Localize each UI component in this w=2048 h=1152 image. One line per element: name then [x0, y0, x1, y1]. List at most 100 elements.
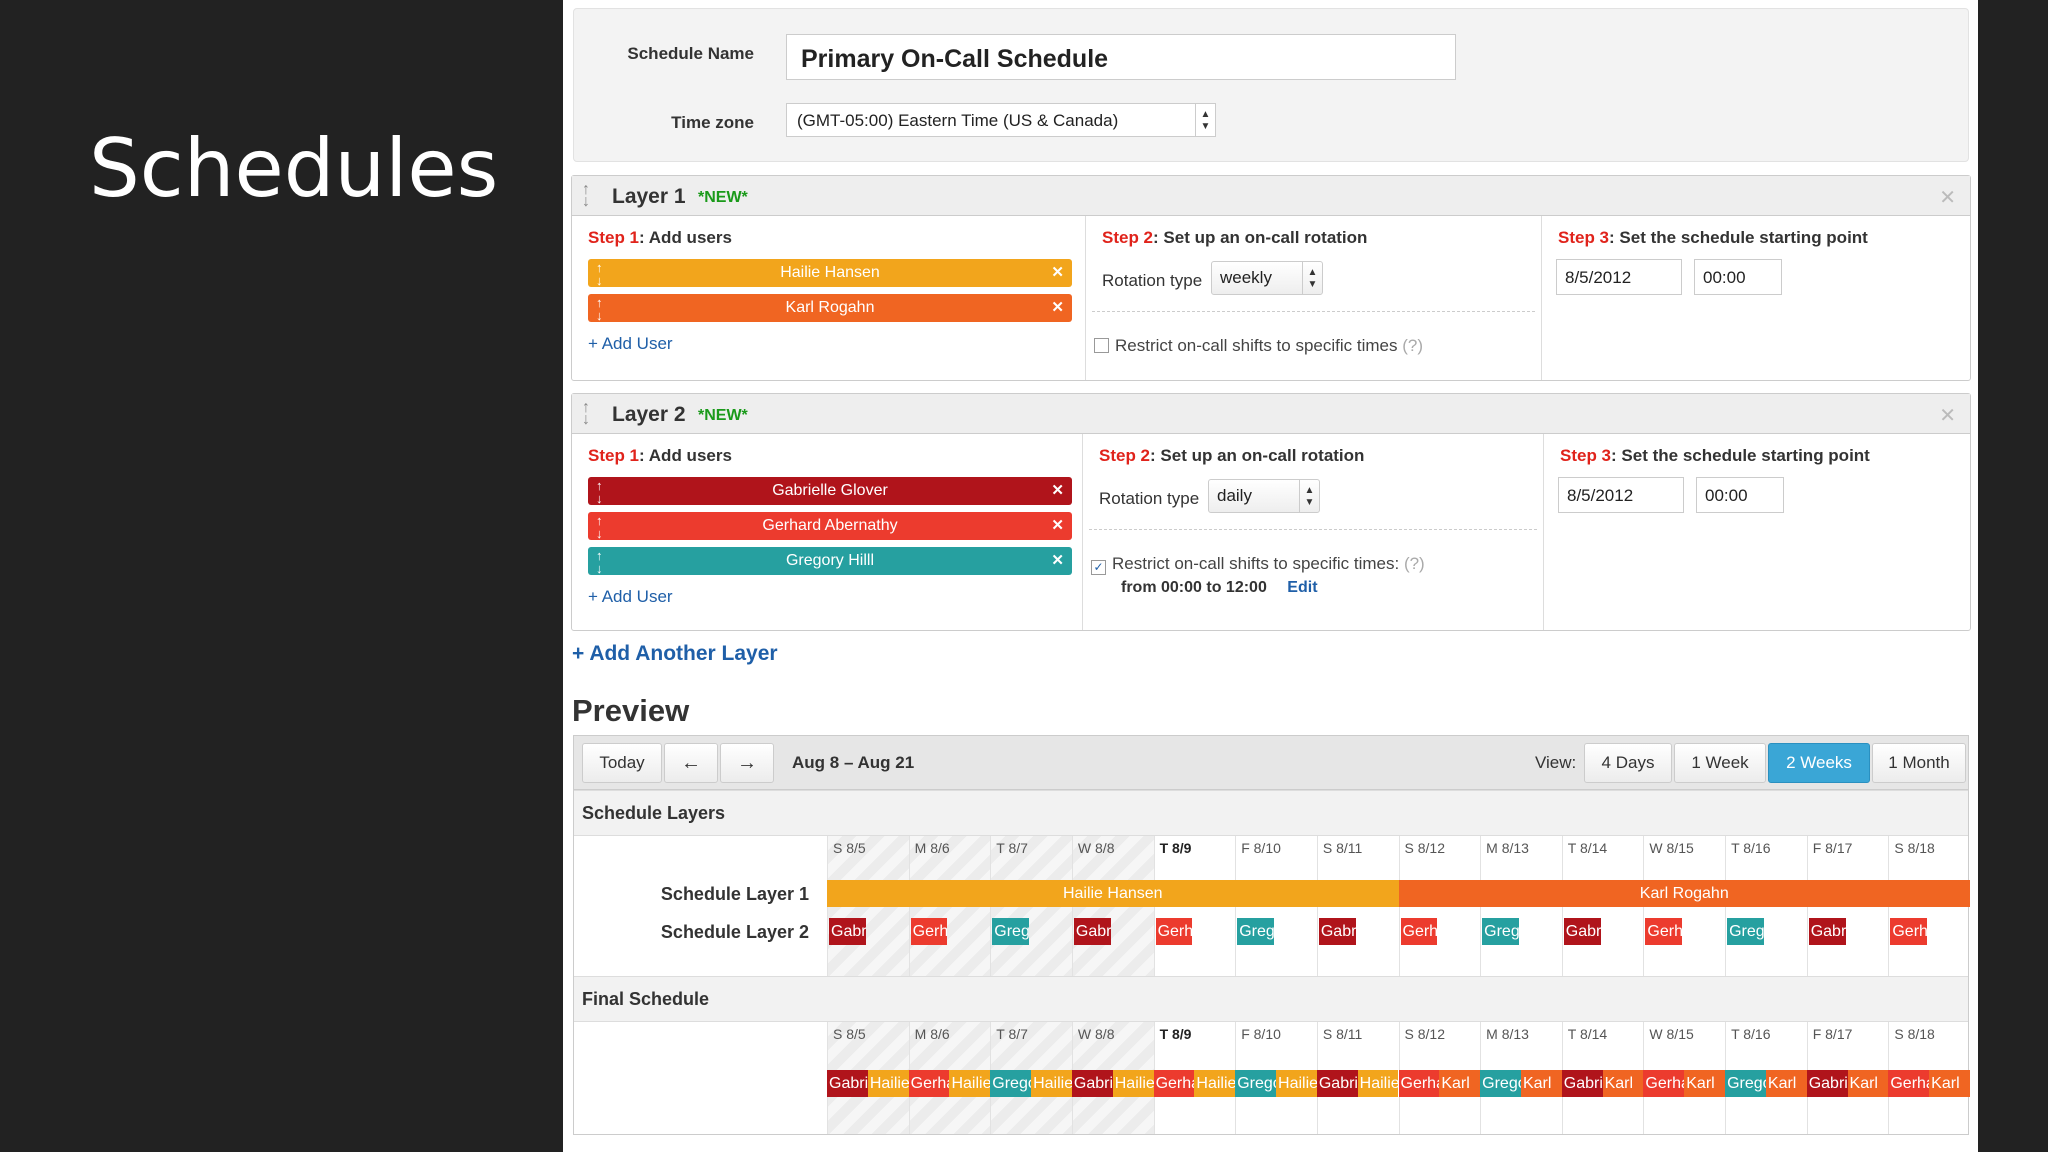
- view-4-days-button[interactable]: 4 Days: [1584, 743, 1672, 783]
- layer-2-shift-chip[interactable]: Grego: [1237, 918, 1275, 945]
- start-time-input[interactable]: 00:00: [1696, 477, 1784, 513]
- final-shift-segment[interactable]: Gabri: [1806, 1070, 1848, 1097]
- add-user-link[interactable]: + Add User: [588, 587, 673, 606]
- final-shift-segment[interactable]: Hailie: [1112, 1070, 1154, 1097]
- user-pill[interactable]: ↑ ↓ Gregory Hilll ✕: [588, 547, 1072, 575]
- remove-user-icon[interactable]: ✕: [1051, 264, 1064, 281]
- today-button[interactable]: Today: [582, 743, 662, 783]
- final-shift-segment[interactable]: Karl: [1847, 1070, 1889, 1097]
- remove-user-icon[interactable]: ✕: [1051, 482, 1064, 499]
- final-shift-segment[interactable]: Hailie: [1276, 1070, 1317, 1097]
- day-label: M 8/6: [914, 1026, 950, 1042]
- restrict-shifts-option[interactable]: Restrict on-call shifts to specific time…: [1094, 336, 1423, 356]
- new-badge: *NEW*: [698, 189, 748, 206]
- final-shift-segment[interactable]: Gabri: [827, 1070, 868, 1097]
- layer-2-shift-chip[interactable]: Gabri: [829, 918, 866, 945]
- layer-2-shift-chip[interactable]: Grego: [1482, 918, 1519, 945]
- start-date-input[interactable]: 8/5/2012: [1556, 259, 1682, 295]
- layer-2-shift-chip[interactable]: Gerha: [1155, 918, 1193, 945]
- layer-2-shift-chip[interactable]: Gerha: [1890, 918, 1928, 945]
- final-shift-segment[interactable]: Grego: [990, 1070, 1032, 1097]
- final-shift-segment[interactable]: Gabri: [1071, 1070, 1113, 1097]
- start-date-input[interactable]: 8/5/2012: [1558, 477, 1684, 513]
- day-label: M 8/13: [1486, 840, 1529, 856]
- final-shift-segment[interactable]: Karl: [1439, 1070, 1481, 1097]
- final-shift-segment[interactable]: Hailie: [867, 1070, 909, 1097]
- help-link[interactable]: (?): [1402, 336, 1423, 355]
- drag-handle-icon[interactable]: ↑ ↓: [596, 295, 603, 323]
- restrict-checkbox[interactable]: ✓: [1091, 560, 1106, 575]
- select-arrows-icon: ▲ ▼: [1195, 104, 1215, 136]
- final-shift-segment[interactable]: Karl: [1520, 1070, 1562, 1097]
- drag-handle-icon[interactable]: ↑ ↓: [596, 548, 603, 576]
- final-shift-segment[interactable]: Gabri: [1561, 1070, 1603, 1097]
- divider: [1092, 311, 1535, 312]
- rotation-type-select[interactable]: weekly ▲ ▼: [1211, 261, 1323, 295]
- view-1-month-button[interactable]: 1 Month: [1872, 743, 1966, 783]
- user-pill[interactable]: ↑ ↓ Gerhard Abernathy ✕: [588, 512, 1072, 540]
- layer-2-shift-chip[interactable]: Gerha: [910, 918, 948, 945]
- layer-2-shift-chip[interactable]: Gerha: [1645, 918, 1683, 945]
- layer-1-shift-bar[interactable]: Hailie Hansen: [827, 880, 1399, 907]
- layer-2-shift-chip[interactable]: Gabri: [1563, 918, 1601, 945]
- final-shift-segment[interactable]: Gerha: [1398, 1070, 1440, 1097]
- restrict-checkbox[interactable]: [1094, 338, 1109, 353]
- final-shift-segment[interactable]: Gerha: [1888, 1070, 1930, 1097]
- final-shift-segment[interactable]: Grego: [1480, 1070, 1521, 1097]
- start-time-input[interactable]: 00:00: [1694, 259, 1782, 295]
- new-badge: *NEW*: [698, 407, 748, 424]
- step1-column: Step 1: Add users ↑ ↓ Hailie Hansen ✕ ↑ ↓ …: [572, 216, 1086, 380]
- close-icon[interactable]: ✕: [1939, 187, 1956, 209]
- help-link[interactable]: (?): [1403, 554, 1425, 573]
- layer-2-shift-chip[interactable]: Gabri: [1073, 918, 1111, 945]
- time-zone-select[interactable]: (GMT-05:00) Eastern Time (US & Canada) ▲…: [786, 103, 1216, 137]
- drag-handle-icon[interactable]: ↑ ↓: [596, 260, 603, 288]
- final-shift-segment[interactable]: Hailie: [949, 1070, 991, 1097]
- previous-arrow-icon[interactable]: ←: [664, 743, 718, 783]
- drag-handle-icon[interactable]: ↑ ↓: [596, 478, 603, 506]
- user-pill[interactable]: ↑ ↓ Hailie Hansen ✕: [588, 259, 1072, 287]
- close-icon[interactable]: ✕: [1939, 405, 1956, 427]
- final-shift-segment[interactable]: Gerha: [1643, 1070, 1685, 1097]
- layer-1-card: ↑ ↓ Layer 1 *NEW* ✕ Step 1: Add users ↑ ↓ …: [571, 175, 1971, 381]
- edit-link[interactable]: Edit: [1287, 579, 1318, 596]
- step1-heading: Step 1: Add users: [588, 446, 732, 465]
- remove-user-icon[interactable]: ✕: [1051, 299, 1064, 316]
- layer-2-shift-chip[interactable]: Gabri: [1808, 918, 1846, 945]
- view-1-week-button[interactable]: 1 Week: [1674, 743, 1766, 783]
- layer-1-shift-bar[interactable]: Karl Rogahn: [1398, 880, 1970, 907]
- add-user-link[interactable]: + Add User: [588, 334, 673, 353]
- final-shift-segment[interactable]: Karl: [1929, 1070, 1970, 1097]
- final-shift-segment[interactable]: Hailie: [1031, 1070, 1072, 1097]
- view-2-weeks-button[interactable]: 2 Weeks: [1768, 743, 1870, 783]
- final-shift-segment[interactable]: Gerha: [1153, 1070, 1195, 1097]
- layer-2-shift-chip[interactable]: Gabri: [1318, 918, 1356, 945]
- day-label: T 8/7: [996, 1026, 1028, 1042]
- final-shift-segment[interactable]: Hailie: [1357, 1070, 1399, 1097]
- add-another-layer-link[interactable]: + Add Another Layer: [572, 642, 778, 665]
- drag-handle-icon[interactable]: ↑ ↓: [596, 513, 603, 541]
- drag-handle-icon[interactable]: ↑ ↓: [582, 399, 590, 428]
- rotation-type-select[interactable]: daily ▲ ▼: [1208, 479, 1320, 513]
- final-shift-segment[interactable]: Karl: [1684, 1070, 1726, 1097]
- restrict-shifts-option[interactable]: ✓ Restrict on-call shifts to specific tim…: [1091, 554, 1425, 575]
- remove-user-icon[interactable]: ✕: [1051, 552, 1064, 569]
- user-pill[interactable]: ↑ ↓ Karl Rogahn ✕: [588, 294, 1072, 322]
- final-shift-segment[interactable]: Grego: [1725, 1070, 1766, 1097]
- final-shift-segment[interactable]: Karl: [1602, 1070, 1644, 1097]
- schedule-name-input[interactable]: Primary On-Call Schedule: [786, 34, 1456, 80]
- final-shift-segment[interactable]: Gabri: [1316, 1070, 1358, 1097]
- layer-2-shift-chip[interactable]: Gerha: [1400, 918, 1438, 945]
- drag-handle-icon[interactable]: ↑ ↓: [582, 181, 590, 210]
- step1-heading: Step 1: Add users: [588, 228, 732, 247]
- next-arrow-icon[interactable]: →: [720, 743, 774, 783]
- layer-2-shift-chip[interactable]: Grego: [1727, 918, 1764, 945]
- final-shift-segment[interactable]: Grego: [1235, 1070, 1277, 1097]
- remove-user-icon[interactable]: ✕: [1051, 517, 1064, 534]
- layer-2-shift-chip[interactable]: Grego: [992, 918, 1030, 945]
- final-shift-segment[interactable]: Gerha: [908, 1070, 950, 1097]
- user-pill[interactable]: ↑ ↓ Gabrielle Glover ✕: [588, 477, 1072, 505]
- final-grid: S 8/5 M 8/6 T 8/7 W 8/8 T 8/9 F 8/10 S 8/11 S 8…: [827, 1022, 1970, 1134]
- final-shift-segment[interactable]: Hailie: [1194, 1070, 1236, 1097]
- final-shift-segment[interactable]: Karl: [1765, 1070, 1807, 1097]
